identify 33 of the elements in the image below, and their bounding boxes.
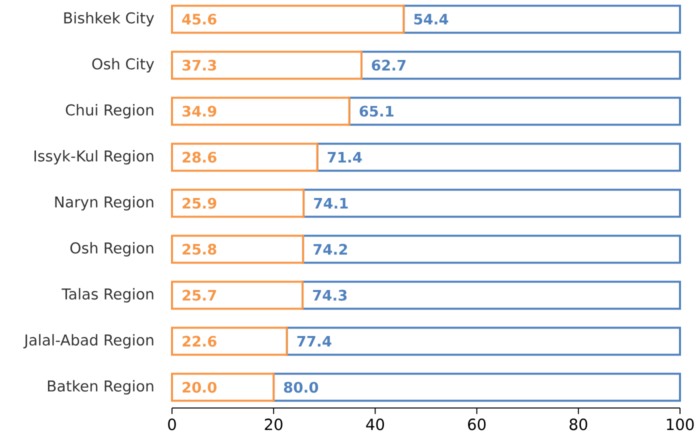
data-label: 74.3 [313, 290, 347, 301]
data-label: 25.8 [182, 244, 216, 255]
data-label: 54.4 [414, 14, 448, 25]
data-label: 37.3 [182, 60, 216, 71]
data-label: 74.2 [314, 244, 347, 255]
y-tick-label: Osh Region [70, 242, 154, 256]
data-label: 74.1 [314, 198, 348, 209]
data-label: 62.7 [372, 60, 406, 71]
data-label: 77.4 [297, 336, 332, 347]
y-tick-label: Issyk-Kul Region [34, 150, 154, 164]
data-label: 20.0 [182, 382, 216, 393]
data-label: 25.7 [182, 290, 216, 301]
x-tick-label: 20 [264, 418, 282, 430]
x-tick-label: 60 [468, 418, 486, 430]
data-label: 45.6 [182, 14, 216, 25]
y-tick-label: Chui Region [66, 104, 154, 118]
data-label: 22.6 [182, 336, 216, 347]
y-tick-label: Jalal-Abad Region [23, 334, 154, 349]
data-label: 34.9 [182, 106, 216, 117]
y-tick-label: Bishkek City [64, 12, 154, 26]
data-label: 71.4 [328, 152, 362, 162]
y-tick-label: Batken Region [48, 380, 154, 395]
x-tick-label: 100 [666, 418, 694, 430]
x-tick-label: 0 [168, 418, 176, 430]
data-label: 25.9 [182, 198, 216, 209]
y-tick-label: Osh City [92, 58, 154, 72]
x-tick-label: 40 [366, 418, 384, 430]
data-label: 28.6 [182, 152, 216, 163]
data-label: 80.0 [284, 382, 318, 393]
x-tick-label: 80 [570, 418, 588, 430]
y-tick-label: Naryn Region [55, 196, 154, 210]
data-label: 65.1 [360, 106, 394, 117]
y-tick-label: Talas Region [62, 288, 154, 303]
